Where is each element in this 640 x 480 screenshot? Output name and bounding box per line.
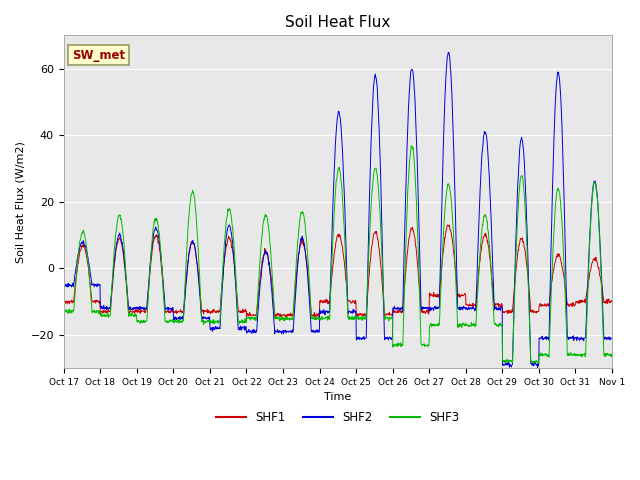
Line: SHF3: SHF3 <box>64 146 612 363</box>
SHF3 <box>182 268 189 274</box>
SHF2 <box>495 306 502 312</box>
X-axis label: Time: Time <box>324 393 351 402</box>
SHF1 <box>244 311 252 316</box>
SHF2 <box>445 49 452 55</box>
SHF3 <box>534 360 541 366</box>
SHF1 <box>423 309 431 314</box>
SHF3 <box>608 351 616 357</box>
SHF1 <box>168 309 176 314</box>
SHF3 <box>408 143 415 149</box>
SHF1 <box>182 281 189 287</box>
SHF3 <box>60 309 68 314</box>
SHF1 <box>495 301 503 307</box>
SHF3 <box>423 344 431 349</box>
SHF2 <box>534 364 541 370</box>
SHF2 <box>423 305 431 311</box>
SHF1 <box>60 297 68 303</box>
Line: SHF2: SHF2 <box>64 52 612 367</box>
SHF3 <box>543 354 551 360</box>
SHF1 <box>444 222 451 228</box>
Line: SHF1: SHF1 <box>64 225 612 318</box>
Y-axis label: Soil Heat Flux (W/m2): Soil Heat Flux (W/m2) <box>15 141 25 263</box>
SHF1 <box>608 298 616 304</box>
Legend: SHF1, SHF2, SHF3: SHF1, SHF2, SHF3 <box>212 407 464 429</box>
SHF2 <box>168 307 176 313</box>
Text: SW_met: SW_met <box>72 48 125 61</box>
SHF2 <box>182 286 189 291</box>
SHF3 <box>243 315 251 321</box>
SHF1 <box>543 301 551 307</box>
SHF3 <box>168 318 176 324</box>
SHF3 <box>495 322 502 327</box>
SHF2 <box>608 336 616 341</box>
Title: Soil Heat Flux: Soil Heat Flux <box>285 15 390 30</box>
SHF2 <box>60 283 68 288</box>
SHF2 <box>243 330 251 336</box>
SHF1 <box>243 315 250 321</box>
SHF2 <box>543 334 551 340</box>
